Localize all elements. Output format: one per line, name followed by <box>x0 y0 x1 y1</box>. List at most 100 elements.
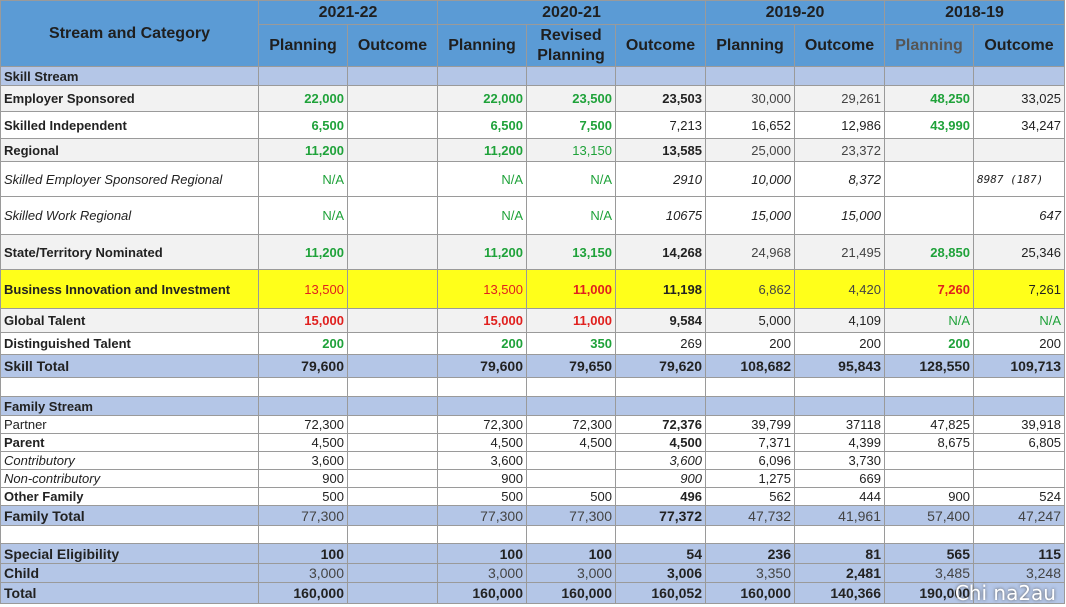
cell: 11,200 <box>258 138 348 162</box>
cell: N/A <box>526 196 616 235</box>
cell: 236 <box>705 543 795 564</box>
cell: 4,420 <box>794 269 885 309</box>
cell: 47,732 <box>705 505 795 526</box>
row-label: Child <box>0 563 259 583</box>
header-outcome: Outcome <box>615 24 706 67</box>
header-outcome: Outcome <box>794 24 885 67</box>
cell <box>526 469 616 488</box>
cell: 11,198 <box>615 269 706 309</box>
cell: 13,150 <box>526 234 616 270</box>
cell: 100 <box>437 543 527 564</box>
cell: 115 <box>973 543 1065 564</box>
cell: 200 <box>973 332 1065 355</box>
cell: 79,620 <box>615 354 706 378</box>
table-row: Regional 11,200 11,200 13,150 13,585 25,… <box>0 138 1065 162</box>
cell: 16,652 <box>705 111 795 139</box>
row-label: Regional <box>0 138 259 162</box>
cell: 4,399 <box>794 433 885 452</box>
cell: 565 <box>884 543 974 564</box>
cell: 900 <box>884 487 974 506</box>
cell: 48,250 <box>884 85 974 112</box>
cell: N/A <box>526 161 616 197</box>
cell: 11,200 <box>258 234 348 270</box>
cell: 15,000 <box>705 196 795 235</box>
header-planning: Planning <box>884 24 974 67</box>
cell: 8,372 <box>794 161 885 197</box>
table-row: Global Talent 15,000 15,000 11,000 9,584… <box>0 308 1065 333</box>
cell <box>347 196 438 235</box>
cell: 22,000 <box>437 85 527 112</box>
cell: 1,275 <box>705 469 795 488</box>
row-label: Employer Sponsored <box>0 85 259 112</box>
cell: 8,675 <box>884 433 974 452</box>
cell: 4,500 <box>437 433 527 452</box>
cell: 47,247 <box>973 505 1065 526</box>
cell <box>347 161 438 197</box>
section-family-stream: Family Stream <box>0 396 259 416</box>
row-label: Skilled Independent <box>0 111 259 139</box>
cell: 25,000 <box>705 138 795 162</box>
table-row-total: Skill Total 79,600 79,600 79,650 79,620 … <box>0 354 1065 378</box>
cell: 6,500 <box>437 111 527 139</box>
table-row: Skilled Independent 6,500 6,500 7,500 7,… <box>0 111 1065 139</box>
cell: 28,850 <box>884 234 974 270</box>
cell <box>347 487 438 506</box>
cell: 24,968 <box>705 234 795 270</box>
cell: 77,300 <box>258 505 348 526</box>
cell: 12,986 <box>794 111 885 139</box>
row-label: State/Territory Nominated <box>0 234 259 270</box>
cell <box>347 543 438 564</box>
cell <box>347 505 438 526</box>
cell: 15,000 <box>437 308 527 333</box>
cell: 13,500 <box>258 269 348 309</box>
table-row: Distinguished Talent 200 200 350 269 200… <box>0 332 1065 355</box>
cell: 160,000 <box>526 582 616 604</box>
row-label: Other Family <box>0 487 259 506</box>
cell: 444 <box>794 487 885 506</box>
cell: 128,550 <box>884 354 974 378</box>
row-label: Skilled Work Regional <box>0 196 259 235</box>
cell <box>884 161 974 197</box>
cell <box>884 469 974 488</box>
cell: 77,300 <box>526 505 616 526</box>
cell: 43,990 <box>884 111 974 139</box>
cell: 11,000 <box>526 269 616 309</box>
cell: 9,584 <box>615 308 706 333</box>
cell: 100 <box>258 543 348 564</box>
cell: 350 <box>526 332 616 355</box>
cell: 2,481 <box>794 563 885 583</box>
header-outcome: Outcome <box>347 24 438 67</box>
cell: 190,000 <box>884 582 974 604</box>
cell <box>347 269 438 309</box>
cell: 3,248 <box>973 563 1065 583</box>
header-outcome: Outcome <box>973 24 1065 67</box>
cell: 41,961 <box>794 505 885 526</box>
header-year-2018-19: 2018-19 <box>884 0 1065 25</box>
cell: 10,000 <box>705 161 795 197</box>
cell <box>973 582 1065 604</box>
table-row: Employer Sponsored 22,000 22,000 23,500 … <box>0 85 1065 112</box>
cell: 2910 <box>615 161 706 197</box>
header-year-2021-22: 2021-22 <box>258 0 438 25</box>
cell: 7,213 <box>615 111 706 139</box>
cell: 7,260 <box>884 269 974 309</box>
cell: 4,500 <box>258 433 348 452</box>
cell: 269 <box>615 332 706 355</box>
cell: 10675 <box>615 196 706 235</box>
cell: 3,730 <box>794 451 885 470</box>
cell: 4,500 <box>526 433 616 452</box>
cell: 79,600 <box>258 354 348 378</box>
cell: 3,000 <box>526 563 616 583</box>
cell <box>884 138 974 162</box>
cell: 21,495 <box>794 234 885 270</box>
cell: 15,000 <box>794 196 885 235</box>
cell: 11,200 <box>437 234 527 270</box>
header-planning: Planning <box>437 24 527 67</box>
cell: 6,805 <box>973 433 1065 452</box>
cell <box>526 451 616 470</box>
cell: 29,261 <box>794 85 885 112</box>
cell: 160,000 <box>258 582 348 604</box>
cell: 3,006 <box>615 563 706 583</box>
cell: 39,799 <box>705 415 795 434</box>
table-row: Parent 4,500 4,500 4,500 4,500 7,371 4,3… <box>0 433 1065 452</box>
